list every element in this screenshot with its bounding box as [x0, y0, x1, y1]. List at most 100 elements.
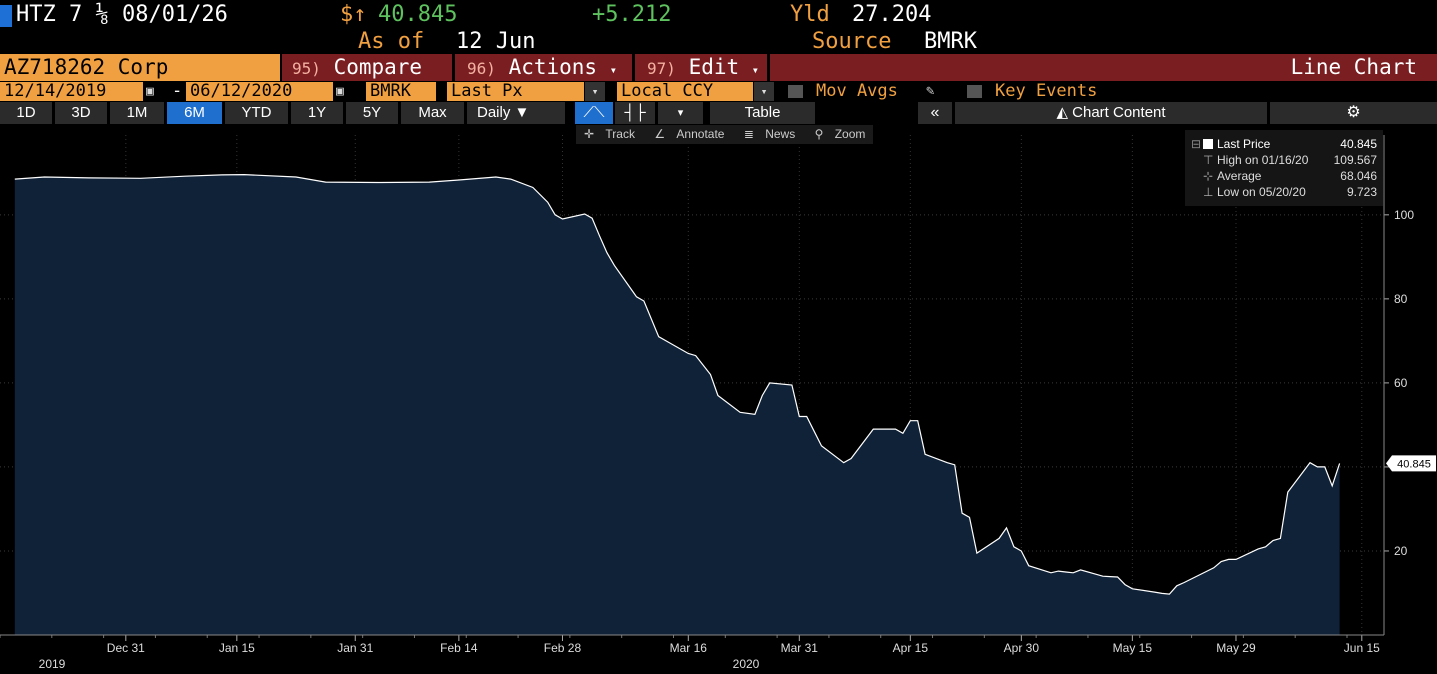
y-tick-label: 60	[1394, 376, 1408, 390]
price-prefix: $↑	[340, 2, 367, 27]
periodicity-dropdown-icon: ▼	[514, 104, 530, 121]
end-date: 06/12/2020	[190, 81, 293, 101]
end-date-input[interactable]: 06/12/2020	[186, 82, 333, 101]
legend-last[interactable]: ⊟ Last Price 40.845	[1185, 136, 1383, 152]
zoom-tool[interactable]: ⚲ Zoom	[807, 125, 874, 144]
field-dropdown-icon[interactable]: ▾	[585, 82, 605, 101]
last-value-label: 40.845	[1397, 458, 1431, 470]
actions-dropdown-icon: ▾	[609, 63, 617, 77]
chart-legend: ⊟ Last Price 40.845 ⊤ High on 01/16/20 1…	[1185, 130, 1383, 206]
price-line	[14, 173, 1341, 595]
range-3d[interactable]: 3D	[55, 102, 107, 124]
x-tick-label: Feb 14	[440, 641, 478, 655]
year-label: 2019	[39, 657, 66, 671]
annotate-icon: ∠	[654, 127, 666, 141]
magnifier-icon: ⚲	[814, 127, 824, 141]
legend-average: ⊹ Average 68.046	[1185, 168, 1383, 184]
periodicity-select[interactable]: Daily ▼	[467, 102, 565, 124]
edit-button[interactable]: 97) Edit ▾	[635, 54, 767, 81]
as-of-value: 12 Jun	[456, 29, 536, 54]
range-6m[interactable]: 6M	[167, 102, 222, 124]
legend-high: ⊤ High on 01/16/20 109.567	[1185, 152, 1383, 168]
pencil-icon[interactable]: ✎	[926, 83, 935, 99]
x-tick-label: Mar 31	[781, 641, 819, 655]
source-code: BMRK	[370, 81, 411, 101]
chart-tools: ✛ Track ∠ Annotate ≣ News ⚲ Zoom	[576, 125, 874, 144]
track-label: Track	[605, 127, 635, 141]
start-calendar-icon[interactable]: ▣	[146, 84, 154, 99]
currency-select[interactable]: Local CCY	[617, 82, 753, 101]
news-label: News	[765, 127, 796, 141]
legend-last-label: Last Price	[1217, 137, 1271, 151]
annotate-tool[interactable]: ∠ Annotate	[646, 125, 732, 144]
key-events-label: Key Events	[995, 81, 1098, 101]
end-calendar-icon[interactable]: ▣	[336, 84, 344, 99]
legend-average-value: 68.046	[1340, 169, 1377, 183]
legend-last-value: 40.845	[1340, 137, 1377, 151]
range-1y[interactable]: 1Y	[291, 102, 343, 124]
bar-chart-type-icon[interactable]: ┤├	[615, 102, 655, 124]
key-events-checkbox[interactable]	[967, 85, 982, 98]
edit-num: 97)	[647, 59, 676, 78]
range-bar: 1D 3D 1M 6M YTD 1Y 5Y Max Daily ▼ ⟋⟍ ┤├ …	[0, 102, 1437, 124]
legend-low: ⊥ Low on 05/20/20 9.723	[1185, 184, 1383, 200]
mov-avgs-checkbox[interactable]	[788, 85, 803, 98]
security-field[interactable]: AZ718262 Corp	[0, 54, 280, 81]
low-marker-icon: ⊥	[1203, 185, 1214, 199]
security-label: AZ718262 Corp	[4, 55, 169, 79]
range-max[interactable]: Max	[401, 102, 464, 124]
field-select[interactable]: Last Px	[447, 82, 584, 101]
range-ytd[interactable]: YTD	[225, 102, 288, 124]
field-value: Last Px	[451, 81, 523, 101]
controls-bar: 12/14/2019 ▣ - 06/12/2020 ▣ BMRK Last Px…	[0, 81, 1437, 101]
chart-type-dropdown-icon[interactable]: ▾	[658, 102, 703, 124]
x-tick-label: Jan 31	[337, 641, 373, 655]
compare-label: Compare	[333, 55, 423, 79]
edit-dropdown-icon: ▾	[751, 63, 760, 77]
last-value-flag	[1386, 455, 1436, 472]
source-input[interactable]: BMRK	[366, 82, 436, 101]
actions-button[interactable]: 96) Actions ▾	[455, 54, 632, 81]
x-tick-label: Jun 15	[1344, 641, 1380, 655]
source-value: BMRK	[924, 29, 977, 54]
range-5y[interactable]: 5Y	[346, 102, 398, 124]
range-1d[interactable]: 1D	[0, 102, 52, 124]
table-button[interactable]: Table	[710, 102, 815, 124]
range-1m[interactable]: 1M	[110, 102, 164, 124]
chart-content-icon: ◭	[1056, 104, 1068, 121]
ticker: HTZ 7 ⅛ 08/01/26	[16, 2, 228, 27]
periodicity-value: Daily	[477, 104, 511, 121]
x-tick-label: Apr 15	[893, 641, 929, 655]
start-date-input[interactable]: 12/14/2019	[0, 82, 143, 101]
actions-num: 96)	[467, 59, 496, 78]
mov-avgs-label: Mov Avgs	[816, 81, 898, 101]
legend-collapse-icon: ⊟	[1191, 137, 1202, 151]
settings-gear-icon[interactable]: ⚙	[1270, 102, 1437, 124]
price-area	[14, 174, 1340, 635]
currency-dropdown-icon[interactable]: ▾	[754, 82, 774, 101]
chart-content-button[interactable]: ◭ Chart Content	[955, 102, 1267, 124]
start-date: 12/14/2019	[4, 81, 107, 101]
price-change: +5.212	[592, 2, 672, 27]
y-tick-label: 80	[1394, 292, 1408, 306]
x-tick-label: May 29	[1216, 641, 1256, 655]
collapse-icon[interactable]: «	[918, 102, 952, 124]
track-tool[interactable]: ✛ Track	[576, 125, 643, 144]
year-label: 2020	[733, 657, 760, 671]
y-tick-label: 20	[1394, 544, 1408, 558]
x-tick-label: Dec 31	[107, 641, 145, 655]
x-tick-label: May 15	[1113, 641, 1153, 655]
legend-average-label: Average	[1217, 169, 1262, 183]
legend-low-value: 9.723	[1346, 185, 1377, 199]
x-tick-label: Apr 30	[1004, 641, 1040, 655]
annotate-label: Annotate	[676, 127, 725, 141]
news-tool[interactable]: ≣ News	[736, 125, 803, 144]
view-label: Line Chart	[1290, 55, 1417, 79]
x-tick-label: Mar 16	[670, 641, 708, 655]
x-tick-label: Jan 15	[219, 641, 255, 655]
compare-button[interactable]: 95) Compare	[282, 54, 452, 81]
zoom-label: Zoom	[834, 127, 866, 141]
line-chart-type-icon[interactable]: ⟋⟍	[575, 102, 613, 124]
